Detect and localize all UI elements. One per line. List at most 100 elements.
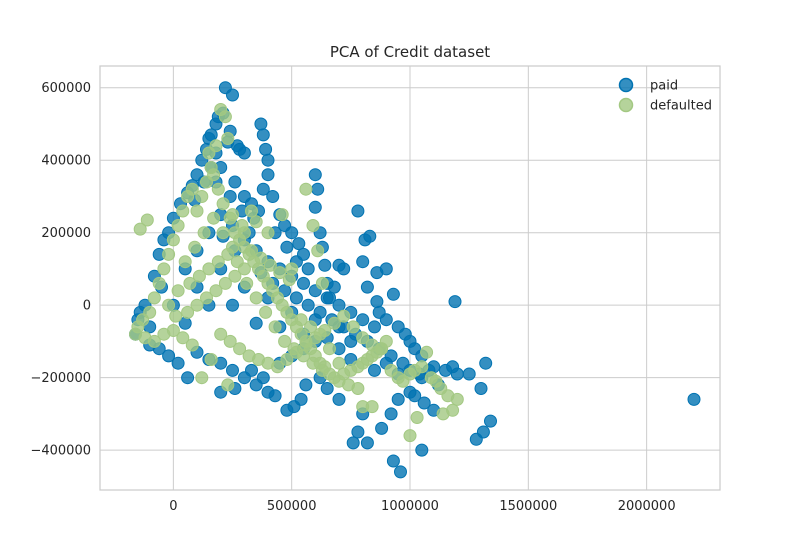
- data-point-paid: [266, 190, 280, 203]
- data-point-defaulted: [273, 266, 287, 280]
- data-point-defaulted: [218, 110, 232, 124]
- data-point-paid: [181, 371, 195, 385]
- data-point-paid: [237, 146, 251, 160]
- data-point-defaulted: [223, 334, 237, 348]
- data-point-defaulted: [278, 334, 292, 348]
- data-point-defaulted: [249, 291, 263, 305]
- data-point-paid: [301, 262, 315, 276]
- data-point-paid: [370, 295, 384, 309]
- data-point-paid: [360, 280, 374, 294]
- data-point-paid: [308, 168, 322, 182]
- data-point-paid: [254, 117, 268, 131]
- data-point-defaulted: [152, 276, 166, 290]
- y-tick-label: −200000: [30, 371, 91, 386]
- data-point-defaulted: [162, 247, 176, 261]
- data-point-paid: [448, 295, 462, 309]
- data-point-paid: [375, 421, 389, 435]
- data-point-paid: [474, 382, 488, 395]
- data-point-paid: [687, 392, 701, 406]
- data-point-paid: [346, 436, 360, 450]
- data-point-defaulted: [183, 276, 197, 290]
- data-point-defaulted: [171, 284, 185, 298]
- data-point-defaulted: [221, 247, 235, 261]
- y-tick-label: −400000: [30, 444, 91, 459]
- series-defaulted: [129, 103, 464, 443]
- data-point-defaulted: [185, 182, 199, 196]
- data-point-paid: [204, 128, 218, 142]
- data-point-defaulted: [299, 182, 313, 196]
- data-point-defaulted: [211, 182, 225, 196]
- data-point-defaulted: [356, 331, 370, 345]
- data-point-defaulted: [216, 197, 230, 211]
- data-point-defaulted: [410, 411, 424, 424]
- data-point-defaulted: [240, 276, 254, 290]
- data-point-defaulted: [188, 240, 202, 254]
- data-point-defaulted: [221, 378, 235, 392]
- data-point-defaulted: [209, 284, 223, 298]
- data-point-defaulted: [315, 363, 329, 377]
- data-point-defaulted: [176, 204, 190, 218]
- data-point-paid: [384, 349, 398, 363]
- data-point-defaulted: [129, 327, 142, 341]
- data-point-defaulted: [297, 349, 310, 363]
- data-point-paid: [469, 432, 483, 446]
- data-point-defaulted: [323, 342, 336, 356]
- data-point-paid: [415, 443, 429, 457]
- data-point-defaulted: [415, 360, 429, 374]
- data-point-defaulted: [140, 213, 154, 227]
- data-point-defaulted: [226, 208, 239, 222]
- data-point-defaulted: [228, 269, 242, 283]
- data-point-defaulted: [190, 298, 204, 312]
- data-points: [129, 81, 701, 479]
- data-point-defaulted: [178, 255, 192, 269]
- data-point-paid: [379, 262, 393, 276]
- data-point-paid: [332, 298, 346, 312]
- data-point-defaulted: [282, 273, 296, 287]
- data-point-paid: [351, 425, 365, 439]
- data-point-defaulted: [245, 204, 258, 218]
- data-point-paid: [292, 237, 306, 251]
- data-point-defaulted: [218, 276, 232, 290]
- data-point-defaulted: [133, 222, 147, 236]
- data-point-defaulted: [327, 316, 341, 330]
- x-tick-label: 1000000: [381, 499, 439, 514]
- data-point-defaulted: [294, 313, 308, 327]
- data-point-defaulted: [280, 353, 294, 366]
- data-point-defaulted: [204, 353, 218, 366]
- data-point-paid: [313, 305, 327, 319]
- data-point-paid: [285, 226, 299, 240]
- data-point-paid: [363, 229, 377, 243]
- data-point-paid: [356, 313, 370, 327]
- data-point-defaulted: [211, 255, 225, 269]
- data-point-defaulted: [166, 233, 180, 247]
- data-point-paid: [171, 356, 185, 370]
- data-point-paid: [299, 378, 313, 392]
- data-point-defaulted: [315, 276, 329, 290]
- data-point-paid: [484, 414, 497, 428]
- legend-label-paid: paid: [650, 79, 678, 94]
- data-point-paid: [386, 287, 400, 301]
- data-point-defaulted: [318, 324, 332, 337]
- data-point-paid: [408, 389, 422, 403]
- y-tick-label: 200000: [41, 226, 91, 241]
- data-point-defaulted: [185, 338, 199, 352]
- y-tick-label: 0: [83, 299, 91, 314]
- y-tick-label: 400000: [41, 154, 91, 169]
- data-point-defaulted: [200, 291, 213, 305]
- data-point-defaulted: [311, 244, 325, 258]
- data-point-paid: [384, 407, 398, 421]
- data-point-defaulted: [195, 371, 209, 385]
- data-point-defaulted: [254, 251, 268, 265]
- data-point-defaulted: [202, 262, 216, 276]
- data-point-defaulted: [157, 262, 171, 276]
- data-point-defaulted: [263, 258, 277, 272]
- chart-title: PCA of Credit dataset: [330, 43, 490, 61]
- data-point-defaulted: [202, 146, 216, 160]
- data-point-paid: [226, 298, 239, 312]
- data-point-defaulted: [308, 331, 322, 345]
- data-point-defaulted: [221, 132, 235, 145]
- data-point-paid: [320, 382, 334, 395]
- data-point-defaulted: [285, 262, 299, 276]
- data-point-defaulted: [249, 215, 263, 229]
- data-point-paid: [318, 258, 332, 272]
